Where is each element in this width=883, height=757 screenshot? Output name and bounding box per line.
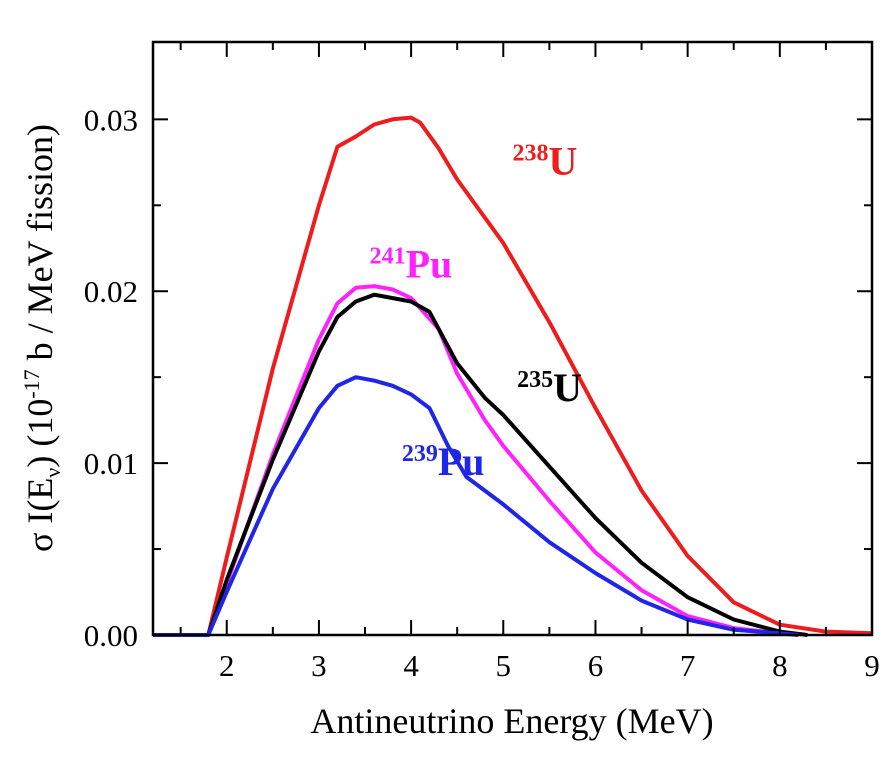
y-axis-title-mid: ) (10 — [20, 399, 60, 468]
series-label-element: U — [549, 138, 578, 183]
y-axis-title-sup: -17 — [19, 369, 44, 398]
y-axis-title-sub: ν — [40, 468, 65, 478]
y-tick-label: 0.01 — [84, 446, 138, 481]
series-label-isotope: 239 — [402, 441, 438, 467]
x-tick-label: 6 — [588, 648, 604, 683]
x-tick-label: 9 — [864, 648, 880, 683]
x-tick-label: 8 — [772, 648, 788, 683]
series-label-isotope: 238 — [513, 140, 549, 166]
series-label-isotope: 241 — [370, 243, 406, 269]
series-layer — [153, 115, 873, 637]
series-line-235U — [153, 292, 808, 637]
x-tick-label: 4 — [403, 648, 419, 683]
series-label-238U: 238U — [513, 138, 578, 183]
plot-frame — [151, 40, 874, 637]
series-label-element: U — [553, 365, 582, 410]
y-tick-label: 0.03 — [84, 102, 138, 137]
y-axis-title-prefix: σ I(E — [20, 478, 60, 552]
series-label-241Pu: 241Pu — [370, 241, 453, 286]
series-label-235U: 235U — [517, 365, 582, 410]
series-line-239Pu — [153, 375, 799, 637]
series-label-element: Pu — [406, 241, 453, 286]
x-tick-label: 5 — [496, 648, 512, 683]
y-tick-label: 0.02 — [84, 274, 138, 309]
series-label-element: Pu — [438, 439, 485, 484]
series-line-238U — [153, 115, 873, 637]
tick-layer: 2 3 4 5 6 7 8 9 0.00 0.01 0.02 0.03 — [84, 42, 880, 683]
y-tick-label: 0.00 — [84, 618, 138, 653]
series-label-isotope: 235 — [517, 367, 553, 393]
x-tick-label: 7 — [680, 648, 696, 683]
x-tick-label: 2 — [219, 648, 235, 683]
y-axis-title-suffix: b / MeV fission) — [20, 124, 60, 369]
x-axis-title: Antineutrino Energy (MeV) — [310, 701, 713, 741]
y-axis-title: σ I(Eν) (10-17 b / MeV fission) — [19, 124, 65, 552]
series-label-239Pu: 239Pu — [402, 439, 485, 484]
x-tick-label: 3 — [311, 648, 327, 683]
